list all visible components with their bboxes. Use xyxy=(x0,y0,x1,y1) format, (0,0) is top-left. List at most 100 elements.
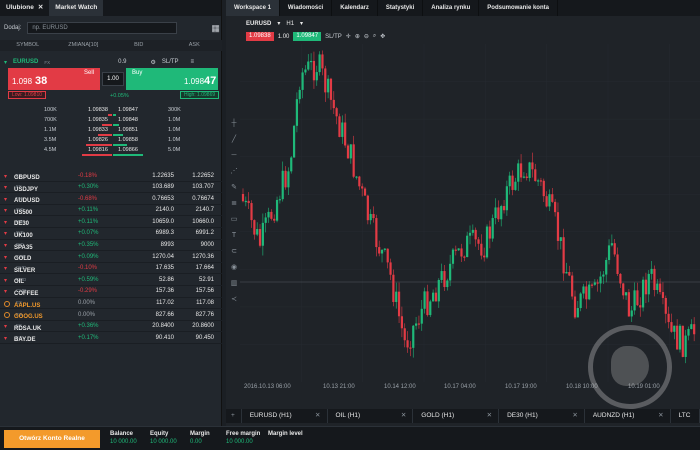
chart-tab[interactable]: EURUSD (H1) ✕ xyxy=(242,409,328,423)
chevron-down-icon[interactable]: ▾ xyxy=(4,196,8,203)
chevron-down-icon[interactable]: ▾ xyxy=(4,231,8,238)
watchlist-ask[interactable]: 52.91 xyxy=(198,276,214,283)
pointer-icon[interactable]: ┼ xyxy=(231,120,237,127)
close-icon[interactable]: ✕ xyxy=(658,412,664,419)
sltp-label[interactable]: SL/TP xyxy=(161,59,179,65)
watchlist-ask[interactable]: 9000 xyxy=(200,242,214,249)
more-icon[interactable]: ≡ xyxy=(190,59,195,65)
add-chart-tab-icon[interactable]: + xyxy=(226,409,242,423)
close-icon[interactable]: ✕ xyxy=(400,412,407,419)
chevron-down-icon[interactable]: ▾ xyxy=(300,21,304,27)
trash-icon[interactable]: ▥ xyxy=(230,280,238,287)
chart-sell-price[interactable]: 1.09838 xyxy=(246,32,274,41)
chevron-down-icon[interactable]: ▾ xyxy=(4,266,8,273)
watchlist-bid[interactable]: 103.689 xyxy=(152,184,174,191)
workspace-tab[interactable]: Workspace 1 xyxy=(226,0,280,16)
watchlist-ask[interactable]: 0.76674 xyxy=(192,195,214,202)
symbol-search-input[interactable]: np. EURUSD xyxy=(27,22,178,34)
watchlist-row[interactable]: ▾ RDSA.UK ES +0.36% 20.8400 20.8600 xyxy=(0,321,222,333)
workspace-tab[interactable]: Statystyki xyxy=(378,0,424,16)
fibonacci-icon[interactable]: ≣ xyxy=(231,200,237,207)
chart-tab[interactable]: LTC xyxy=(671,409,700,423)
watchlist-bid[interactable]: 0.76653 xyxy=(152,195,174,202)
watchlist-ask[interactable]: 10660.0 xyxy=(192,218,214,225)
chart-lot[interactable]: 1.00 xyxy=(277,33,290,40)
move-icon[interactable]: ✥ xyxy=(380,34,386,40)
chart-tab[interactable]: OIL (H1) ✕ xyxy=(328,409,414,423)
watchlist-row[interactable]: ▾ COFFEE CMD -0.29% 157.36 157.56 xyxy=(0,286,222,298)
chevron-down-icon[interactable]: ▾ xyxy=(4,219,8,226)
watchlist-bid[interactable]: 6989.3 xyxy=(155,230,174,237)
watchlist-row[interactable]: ▾ SPA35 IND +0.35% 8993 9000 xyxy=(0,240,222,252)
watchlist-bid[interactable]: 90.410 xyxy=(155,334,174,341)
watchlist-row[interactable]: ▾ BAY.DE ES +0.17% 90.410 90.450 xyxy=(0,332,222,344)
watchlist-bid[interactable]: 117.02 xyxy=(156,300,174,307)
workspace-tab[interactable]: Wiadomości xyxy=(280,0,333,16)
watchlist-ask[interactable]: 6991.2 xyxy=(195,230,214,237)
col-bid[interactable]: BID xyxy=(134,42,144,48)
magnet-icon[interactable]: ⊂ xyxy=(231,248,237,255)
watchlist-row[interactable]: ▾ OIL CMD +0.59% 52.86 52.91 xyxy=(0,274,222,286)
chevron-down-icon[interactable]: ▾ xyxy=(4,335,8,342)
chevron-down-icon[interactable]: ▾ xyxy=(4,277,8,284)
chevron-down-icon[interactable]: ▾ xyxy=(4,289,8,296)
watchlist-ask[interactable]: 1.22652 xyxy=(192,172,214,179)
chart-sltp[interactable]: SL/TP xyxy=(325,33,342,40)
hline-icon[interactable]: ─ xyxy=(231,152,237,159)
watchlist-row[interactable]: GOOG.US ES 0.00% 827.66 827.76 xyxy=(0,309,222,321)
chevron-down-icon[interactable]: ▾ xyxy=(4,324,8,331)
watchlist-bid[interactable]: 8993 xyxy=(160,242,174,249)
channel-icon[interactable]: ⋰ xyxy=(230,168,238,175)
watchlist-bid[interactable]: 10659.0 xyxy=(152,218,174,225)
watchlist-ask[interactable]: 2140.7 xyxy=(195,207,214,214)
close-icon[interactable]: ✕ xyxy=(315,412,321,419)
watchlist-row[interactable]: ▾ DE30 IND +0.11% 10659.0 10660.0 xyxy=(0,216,222,228)
watchlist-row[interactable]: ▾ GOLD CMD +0.09% 1270.04 1270.36 xyxy=(0,251,222,263)
chart-tab[interactable]: AUDNZD (H1) ✕ xyxy=(585,409,671,423)
watchlist-row[interactable]: ▾ GBPUSD FX -0.18% 1.22635 1.22652 xyxy=(0,170,222,182)
watchlist-ask[interactable]: 1270.36 xyxy=(192,253,214,260)
watchlist-ask[interactable]: 17.664 xyxy=(195,265,214,272)
grid-view-icon[interactable]: ▦ xyxy=(211,22,220,33)
chevron-down-icon[interactable]: ▾ xyxy=(4,59,8,66)
watchlist-bid[interactable]: 827.66 xyxy=(155,311,174,318)
watchlist-row[interactable]: ▾ SILVER CMD -0.10% 17.635 17.664 xyxy=(0,263,222,275)
open-real-account-button[interactable]: Otwórz Konto Realne xyxy=(4,430,100,448)
col-change[interactable]: ZMIANA[10] xyxy=(68,42,99,48)
chevron-down-icon[interactable]: ▾ xyxy=(4,243,8,250)
watchlist-row[interactable]: ▾ UK100 IND +0.07% 6989.3 6991.2 xyxy=(0,228,222,240)
eye-icon[interactable]: ◉ xyxy=(230,264,238,271)
chart-tab[interactable]: DE30 (H1) ✕ xyxy=(499,409,585,423)
candlestick-chart[interactable] xyxy=(240,44,700,382)
watchlist-ask[interactable]: 90.450 xyxy=(195,334,214,341)
timeframe-select[interactable]: H1 xyxy=(286,20,295,27)
watchlist-ask[interactable]: 827.76 xyxy=(195,311,214,318)
zoom-out-icon[interactable]: ⊖ xyxy=(363,34,369,40)
workspace-tab[interactable]: Analiza rynku xyxy=(423,0,480,16)
shape-icon[interactable]: ▭ xyxy=(230,216,238,223)
chevron-down-icon[interactable]: ▾ xyxy=(4,208,8,215)
watchlist-ask[interactable]: 117.08 xyxy=(196,300,214,307)
chart-tab[interactable]: GOLD (H1) ✕ xyxy=(413,409,500,423)
watchlist-bid[interactable]: 1.22635 xyxy=(152,172,174,179)
watchlist-bid[interactable]: 20.8400 xyxy=(152,323,174,330)
pencil-icon[interactable]: ✎ xyxy=(231,184,237,191)
workspace-tab[interactable]: Kalendarz xyxy=(332,0,378,16)
close-icon[interactable]: ✕ xyxy=(572,412,578,419)
watchlist-bid[interactable]: 17.635 xyxy=(155,265,174,272)
tab-ulubione[interactable]: Ulubione ✕ xyxy=(0,0,49,16)
watchlist-row[interactable]: ▾ AUDUSD FX -0.68% 0.76653 0.76674 xyxy=(0,193,222,205)
settings-icon[interactable]: ⚙ xyxy=(150,59,156,66)
chart-buy-price[interactable]: 1.09847 xyxy=(293,32,322,41)
watchlist-ask[interactable]: 103.707 xyxy=(192,184,214,191)
col-ask[interactable]: ASK xyxy=(188,42,200,48)
watchlist-ask[interactable]: 20.8600 xyxy=(192,323,214,330)
watchlist-bid[interactable]: 52.86 xyxy=(158,276,174,283)
chevron-down-icon[interactable]: ▾ xyxy=(4,173,8,180)
chevron-down-icon[interactable]: ▾ xyxy=(277,21,281,27)
watchlist-row[interactable]: AAPL.US ES 0.00% 117.02 117.08 xyxy=(0,298,222,310)
buy-button[interactable]: Buy 1.098 47 xyxy=(126,68,218,90)
zoom-in-icon[interactable]: ⊕ xyxy=(354,34,360,40)
chevron-down-icon[interactable]: ▾ xyxy=(4,185,8,192)
col-symbol[interactable]: SYMBOL xyxy=(16,42,40,48)
